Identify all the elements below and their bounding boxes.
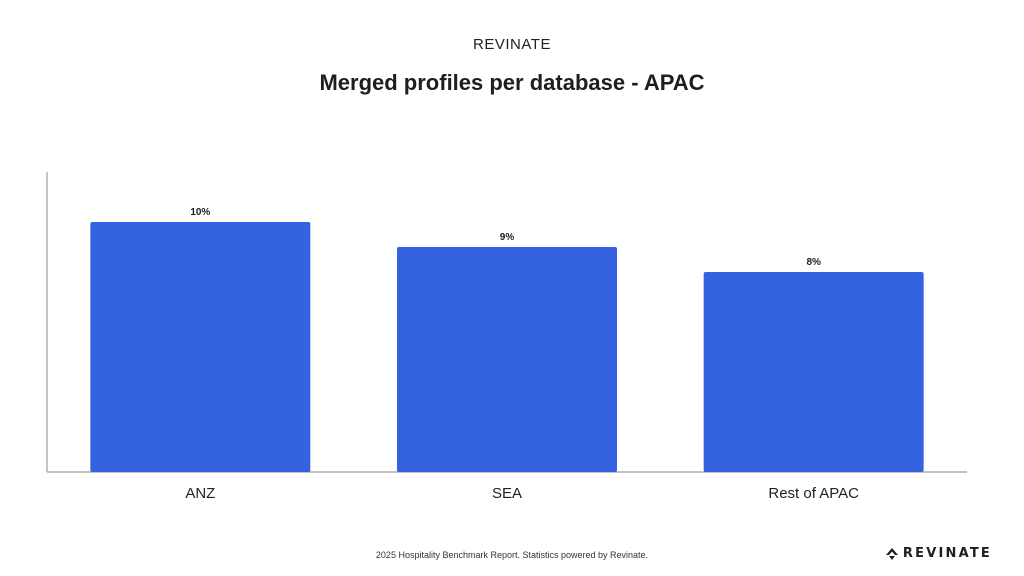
brand-header: REVINATE — [473, 36, 551, 53]
footer-logo: REVINATE — [885, 546, 992, 561]
chart-title: Merged profiles per database - APAC — [319, 70, 705, 95]
data-label: 8% — [806, 257, 821, 268]
bar-rest-of-apac — [703, 272, 924, 472]
bar-sea — [397, 247, 617, 472]
footer-note: 2025 Hospitality Benchmark Report. Stati… — [375, 550, 649, 560]
x-tick-label: Rest of APAC — [768, 485, 859, 502]
revinate-logo-icon — [885, 547, 898, 560]
x-tick-label: ANZ — [185, 485, 215, 502]
x-tick-label: SEA — [492, 485, 522, 502]
footer-logo-text: REVINATE — [902, 546, 992, 561]
data-label: 9% — [500, 232, 515, 243]
bar-anz — [90, 222, 311, 472]
data-label: 10% — [190, 207, 210, 218]
